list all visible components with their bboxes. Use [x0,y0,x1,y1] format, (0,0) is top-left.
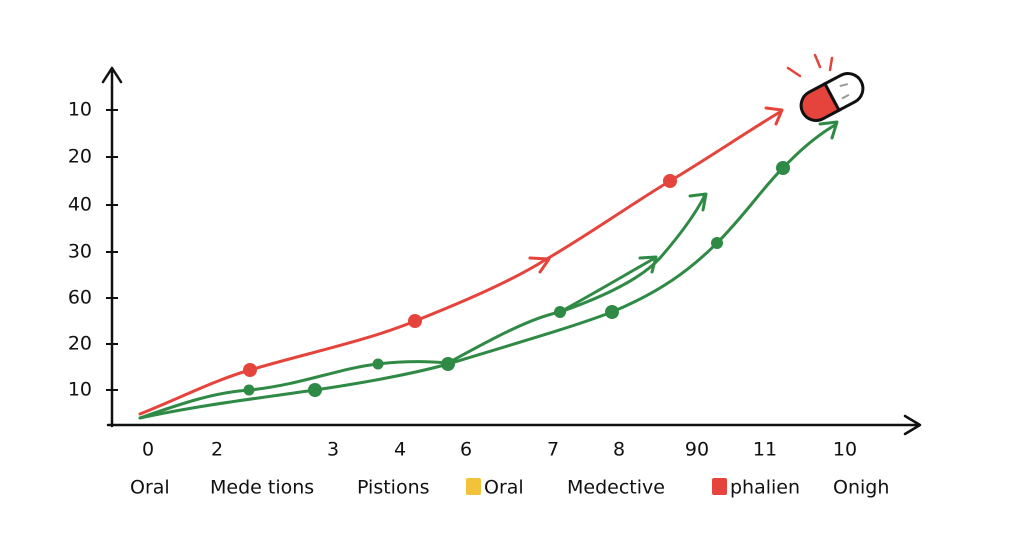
x-tick-label: 90 [685,439,709,461]
y-tick-label: 40 [68,194,92,216]
legend-label: Pistions [357,477,430,499]
point [554,306,566,318]
x-tick-label: 3 [327,439,339,461]
x-tick-label: 10 [833,439,857,461]
legend-swatch [712,478,727,495]
y-tick-label: 20 [68,333,92,355]
legend-label: Medective [567,477,665,499]
y-axis [101,66,123,428]
pill-icon [799,72,865,122]
green-arrows [638,120,839,274]
point [408,314,422,328]
y-tick-label: 60 [68,287,92,309]
y-tick-label: 10 [68,379,92,401]
axes [101,66,922,436]
legend-swatch [466,478,481,495]
x-axis [106,414,922,436]
legend-label: Oral [130,477,170,499]
green-line [138,123,837,420]
point [776,161,790,175]
spark-lines [786,53,834,78]
x-tick-label: 11 [753,439,777,461]
y-tick-label: 10 [68,99,92,121]
point [308,383,322,397]
legend-label: Oral [484,477,524,499]
point [243,363,257,377]
x-tick-label: 2 [211,439,223,461]
red-arrows [528,106,784,274]
legend-label: Mede tions [210,477,314,499]
point [605,305,619,319]
y-tick-label: 20 [68,146,92,168]
labels: 10 20 40 30 60 20 10 0 2 3 4 6 7 8 90 11 10 Oral Mede tion… [68,99,890,499]
x-tick-label: 8 [613,439,625,461]
point [663,174,677,188]
green-line [138,256,657,420]
point [441,357,455,371]
x-tick-label: 0 [142,439,154,461]
points [243,161,790,397]
point [372,358,384,370]
legend-label: Onigh [833,477,889,499]
green-branch [558,193,707,314]
y-tick-label: 30 [68,241,92,263]
legend-label: phalien [730,477,800,499]
x-tick-label: 6 [460,439,472,461]
point [243,384,255,396]
point [711,237,723,249]
red-line [138,110,782,416]
x-tick-label: 7 [547,439,559,461]
x-tick-label: 4 [394,439,406,461]
